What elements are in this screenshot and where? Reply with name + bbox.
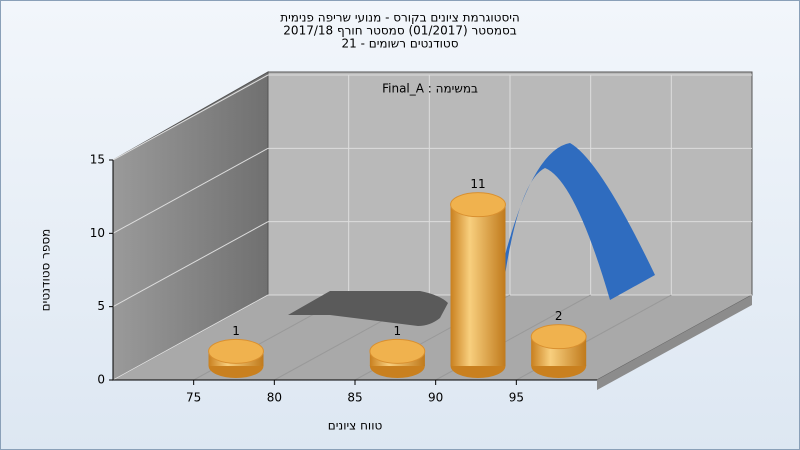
grid-line <box>112 294 269 381</box>
value-label: 1 <box>394 324 402 338</box>
bar: 11 <box>450 177 506 378</box>
x-tick-label: 80 <box>267 391 282 405</box>
x-tick-label: 95 <box>509 391 524 405</box>
y-tick-label: 5 <box>97 299 105 313</box>
y-tick-label: 10 <box>90 226 105 240</box>
chart-subtitle: בסמסטר (01/2017) סמסטר חורף 2017/18 <box>283 24 516 38</box>
x-axis-label: טווח ציונים <box>328 419 383 433</box>
distribution-curve <box>500 143 655 300</box>
value-label: 2 <box>555 309 563 323</box>
chart-title: היסטוגרמת ציונים בקורס - מנועי שריפה פני… <box>280 11 520 25</box>
bar-top <box>530 324 587 350</box>
value-label: 1 <box>232 324 240 338</box>
bar-top <box>450 192 506 218</box>
x-tick-label: 85 <box>347 391 362 405</box>
annotation: במשימה : Final_A <box>382 82 478 96</box>
value-label: 11 <box>470 177 485 191</box>
grid-line <box>112 221 269 308</box>
curve-shadow <box>288 291 448 326</box>
bar: 2 <box>530 309 587 378</box>
y-tick-label: 15 <box>90 153 105 167</box>
grid-line <box>112 74 269 161</box>
bar-body-front <box>450 204 506 366</box>
x-tick-label: 90 <box>428 391 443 405</box>
bar-top <box>369 338 426 364</box>
bar-top <box>208 338 264 364</box>
y-axis-label: מספר סטודנטים <box>39 229 53 312</box>
x-tick-label: 75 <box>186 391 201 405</box>
chart-subtitle: סטודנטים רשומים - 21 <box>341 37 458 51</box>
grid-line <box>112 147 269 234</box>
bar: 1 <box>369 324 426 378</box>
y-tick-label: 0 <box>97 373 105 387</box>
bar: 1 <box>208 324 264 378</box>
floor-edge <box>597 295 752 390</box>
